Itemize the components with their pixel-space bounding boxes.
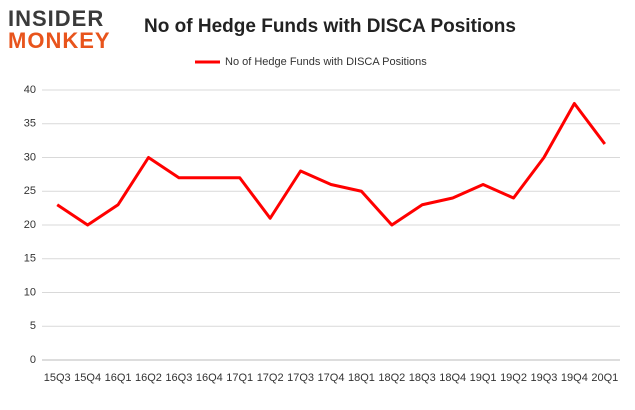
x-tick-label: 15Q4	[74, 372, 101, 384]
x-tick-label: 16Q3	[165, 372, 192, 384]
x-tick-label: 19Q3	[530, 372, 557, 384]
x-tick-label: 18Q1	[348, 372, 375, 384]
x-tick-label: 17Q1	[226, 372, 253, 384]
y-tick-label: 25	[24, 185, 36, 197]
x-tick-label: 19Q2	[500, 372, 527, 384]
logo-bottom: MONKEY	[8, 28, 111, 53]
x-tick-label: 16Q1	[105, 372, 132, 384]
x-tick-label: 17Q4	[318, 372, 345, 384]
y-tick-label: 0	[30, 354, 36, 366]
x-tick-label: 16Q4	[196, 372, 223, 384]
y-tick-label: 40	[24, 84, 36, 96]
y-tick-label: 20	[24, 219, 36, 231]
y-tick-label: 5	[30, 320, 36, 332]
data-line	[56, 102, 606, 227]
chart-title: No of Hedge Funds with DISCA Positions	[144, 16, 516, 37]
x-tick-label: 18Q4	[439, 372, 466, 384]
y-tick-label: 30	[24, 151, 36, 163]
y-tick-label: 15	[24, 253, 36, 265]
x-tick-label: 16Q2	[135, 372, 162, 384]
x-tick-label: 18Q3	[409, 372, 436, 384]
x-tick-label: 18Q2	[378, 372, 405, 384]
logo-top: INSIDER	[8, 6, 104, 31]
x-tick-label: 17Q2	[257, 372, 284, 384]
y-tick-label: 35	[24, 118, 36, 130]
x-tick-label: 20Q1	[591, 372, 618, 384]
legend-label: No of Hedge Funds with DISCA Positions	[225, 56, 427, 68]
x-tick-label: 15Q3	[44, 372, 71, 384]
x-tick-label: 17Q3	[287, 372, 314, 384]
x-tick-label: 19Q4	[561, 372, 588, 384]
y-tick-label: 10	[24, 286, 36, 298]
x-tick-label: 19Q1	[470, 372, 497, 384]
